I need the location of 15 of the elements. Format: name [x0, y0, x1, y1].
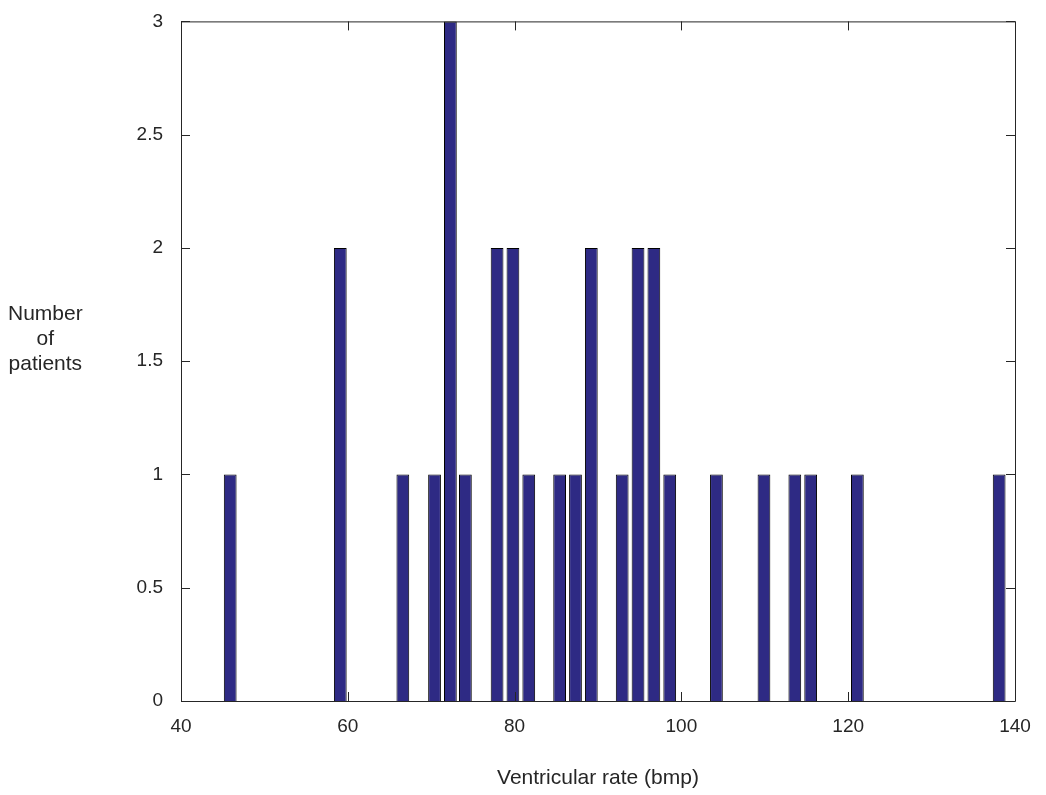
x-tick-label: 120 — [832, 714, 865, 736]
y-tick-label: 3 — [152, 9, 163, 31]
x-tick-label: 140 — [999, 714, 1031, 736]
y-tick-label: 0 — [152, 689, 163, 711]
y-tick-label: 0.5 — [136, 575, 163, 597]
y-tick-label: 1 — [152, 462, 163, 484]
y-axis-title: Number of patients — [8, 300, 83, 376]
x-tick-label: 40 — [170, 714, 192, 736]
x-tick-label: 100 — [665, 714, 698, 736]
y-tick-label: 1.5 — [136, 349, 163, 371]
x-tick-label: 80 — [504, 714, 526, 736]
y-tick-label: 2.5 — [136, 122, 163, 144]
x-axis-title: Ventricular rate (bmp) — [497, 765, 699, 789]
x-tick-label: 60 — [337, 714, 359, 736]
y-tick-label: 2 — [152, 236, 163, 258]
